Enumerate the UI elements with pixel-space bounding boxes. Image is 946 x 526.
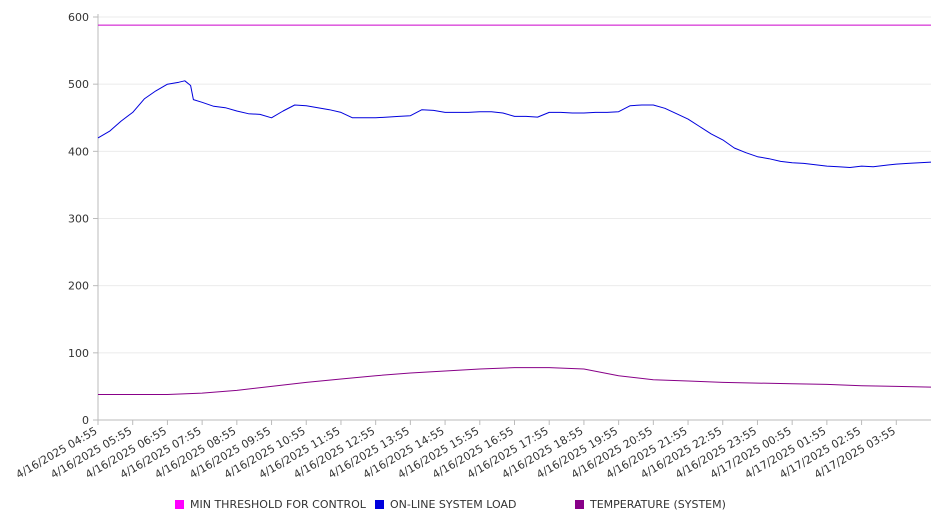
legend-item-min-threshold[interactable]: MIN THRESHOLD FOR CONTROL [175,498,366,511]
y-tick-label: 300 [68,213,89,226]
y-tick-label: 500 [68,78,89,91]
series-line-system-load [97,80,932,168]
y-tick-label: 200 [68,280,89,293]
grid-lines [98,16,931,354]
axes [97,14,931,421]
y-axis-ticks: 0 100 200 300 400 500 600 [68,11,98,427]
legend-item-temperature[interactable]: TEMPERATURE (SYSTEM) [575,498,726,511]
legend-item-system-load[interactable]: ON-LINE SYSTEM LOAD [375,498,516,511]
legend-swatch-min-threshold [175,500,184,509]
y-tick-label: 600 [68,11,89,24]
series-line-temperature [98,367,932,395]
x-axis-ticks: 4/16/2025 04:554/16/2025 05:554/16/2025 … [14,420,898,481]
series-lines [97,24,932,395]
legend-label: MIN THRESHOLD FOR CONTROL [190,498,366,511]
legend: MIN THRESHOLD FOR CONTROL ON-LINE SYSTEM… [0,498,946,514]
y-tick-label: 0 [82,414,89,427]
legend-label: TEMPERATURE (SYSTEM) [590,498,726,511]
legend-label: ON-LINE SYSTEM LOAD [390,498,517,511]
y-tick-label: 400 [68,145,89,158]
legend-swatch-system-load [375,500,384,509]
y-tick-label: 100 [68,347,89,360]
legend-swatch-temperature [575,500,584,509]
